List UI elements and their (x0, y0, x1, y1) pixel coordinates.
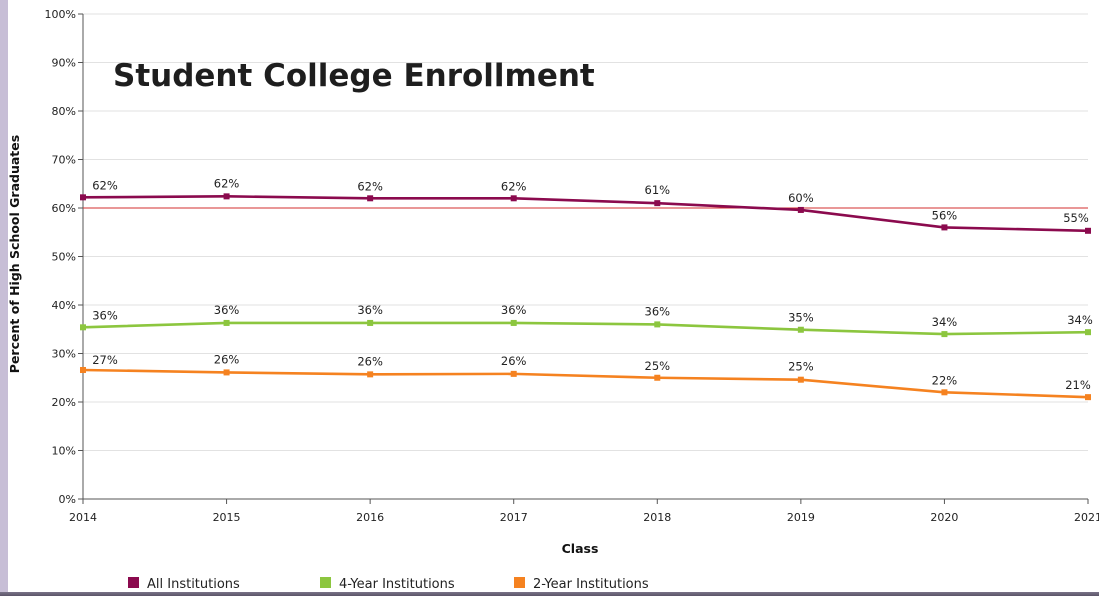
data-point (367, 319, 374, 326)
data-point (654, 200, 661, 207)
legend-swatch (128, 577, 139, 588)
data-label: 25% (645, 359, 671, 373)
chart-frame: 0% 10% 20% 30% 40% 50% 60% 70% 80% 90% 100% 2014 20… (8, 0, 1099, 592)
data-point (1085, 227, 1091, 234)
x-axis-title: Class (562, 541, 599, 556)
x-tick-label: 2019 (787, 511, 815, 524)
data-label: 62% (214, 176, 240, 190)
data-label: 36% (501, 303, 527, 317)
data-point (797, 326, 804, 333)
axes (78, 13, 1089, 504)
y-tick-label: 10% (52, 445, 76, 458)
series-2-year-institutions: 27% 26% 26% 26% 25% 25% 22% 21% (80, 352, 1091, 401)
y-axis-title: Percent of High School Graduates (8, 135, 22, 373)
data-label: 34% (1067, 313, 1093, 327)
series-all-institutions: 62% 62% 62% 62% 61% 60% 56% 55% (80, 176, 1091, 234)
x-tick-label: 2016 (356, 511, 384, 524)
y-tick-label: 100% (45, 8, 76, 21)
y-tick-label: 30% (52, 348, 76, 361)
series-group: 62% 62% 62% 62% 61%60%56% 55%36% 36% 36% 36% 36% 3… (80, 176, 1093, 401)
data-label: 21% (1065, 378, 1091, 392)
x-tick-label: 2020 (930, 511, 958, 524)
y-tick-label: 40% (52, 299, 76, 312)
data-point (367, 371, 374, 378)
x-tick-label: 2021 (1074, 511, 1099, 524)
series-line (82, 195, 1089, 233)
y-tick-label: 60% (52, 202, 76, 215)
data-label: 26% (214, 352, 240, 366)
x-tick-label: 2015 (213, 511, 241, 524)
x-tick-label: 2014 (69, 511, 97, 524)
data-point (654, 321, 661, 328)
data-point (654, 374, 661, 381)
data-point (223, 193, 230, 200)
data-point (223, 319, 230, 326)
series-line (82, 368, 1089, 399)
data-point (510, 195, 517, 202)
data-label: 35% (788, 311, 814, 325)
data-point (80, 324, 86, 331)
y-tick-label: 0% (59, 493, 76, 506)
y-tick-label: 50% (52, 251, 76, 264)
data-point (941, 224, 948, 231)
data-point (367, 195, 374, 202)
series-4-year-institutions: 36% 36% 36% 36% 36% 35% 34% 34% (80, 303, 1093, 338)
y-tick-label: 20% (52, 396, 76, 409)
x-tick-labels: 2014 2015 2016 2017 2018 2019 2020 2021 (69, 511, 1099, 524)
x-tick-label: 2018 (643, 511, 671, 524)
y-tick-label: 90% (52, 57, 76, 70)
data-point (223, 369, 230, 376)
data-label: 61% (645, 183, 671, 197)
legend-label: All Institutions (147, 577, 240, 592)
data-label: 26% (357, 354, 383, 368)
data-point (1085, 394, 1091, 401)
data-point (80, 366, 86, 373)
legend-label: 2-Year Institutions (533, 577, 649, 592)
data-point (797, 376, 804, 383)
x-tick-label: 2017 (500, 511, 528, 524)
legend-swatch (320, 577, 331, 588)
data-point (80, 194, 86, 201)
data-point (797, 206, 804, 213)
data-label: 60% (788, 191, 814, 205)
data-label: 62% (357, 179, 383, 193)
data-label: 27% (92, 353, 118, 367)
y-tick-label: 80% (52, 105, 76, 118)
legend-label: 4-Year Institutions (339, 577, 455, 592)
bottom-shadow (0, 592, 1099, 596)
data-point (941, 331, 948, 338)
data-point (1085, 329, 1091, 336)
data-label: 62% (92, 178, 118, 192)
data-label: 36% (92, 308, 118, 322)
data-label: 36% (645, 304, 671, 318)
data-label: 56% (932, 208, 958, 222)
data-label: 22% (932, 373, 958, 387)
data-point (941, 389, 948, 396)
data-label: 62% (501, 179, 527, 193)
y-tick-label: 70% (52, 154, 76, 167)
data-point (510, 370, 517, 377)
data-label: 26% (501, 354, 527, 368)
series-line (82, 321, 1089, 336)
legend: All Institutions 4-Year Institutions 2-Yea… (128, 577, 649, 592)
chart-title: Student College Enrollment (113, 58, 595, 94)
data-label: 34% (932, 315, 958, 329)
data-label: 36% (214, 303, 240, 317)
line-chart: 0%10%20%30%40%50%60%70%80%90%100% 2014 20… (8, 8, 1099, 592)
legend-swatch (514, 577, 525, 588)
data-point (510, 319, 517, 326)
data-label: 25% (788, 360, 814, 374)
y-tick-labels: 0% 10% 20% 30% 40% 50% 60% 70% 80% 90% 100% (45, 8, 76, 506)
data-label: 36% (357, 303, 383, 317)
data-label: 55% (1063, 211, 1089, 225)
